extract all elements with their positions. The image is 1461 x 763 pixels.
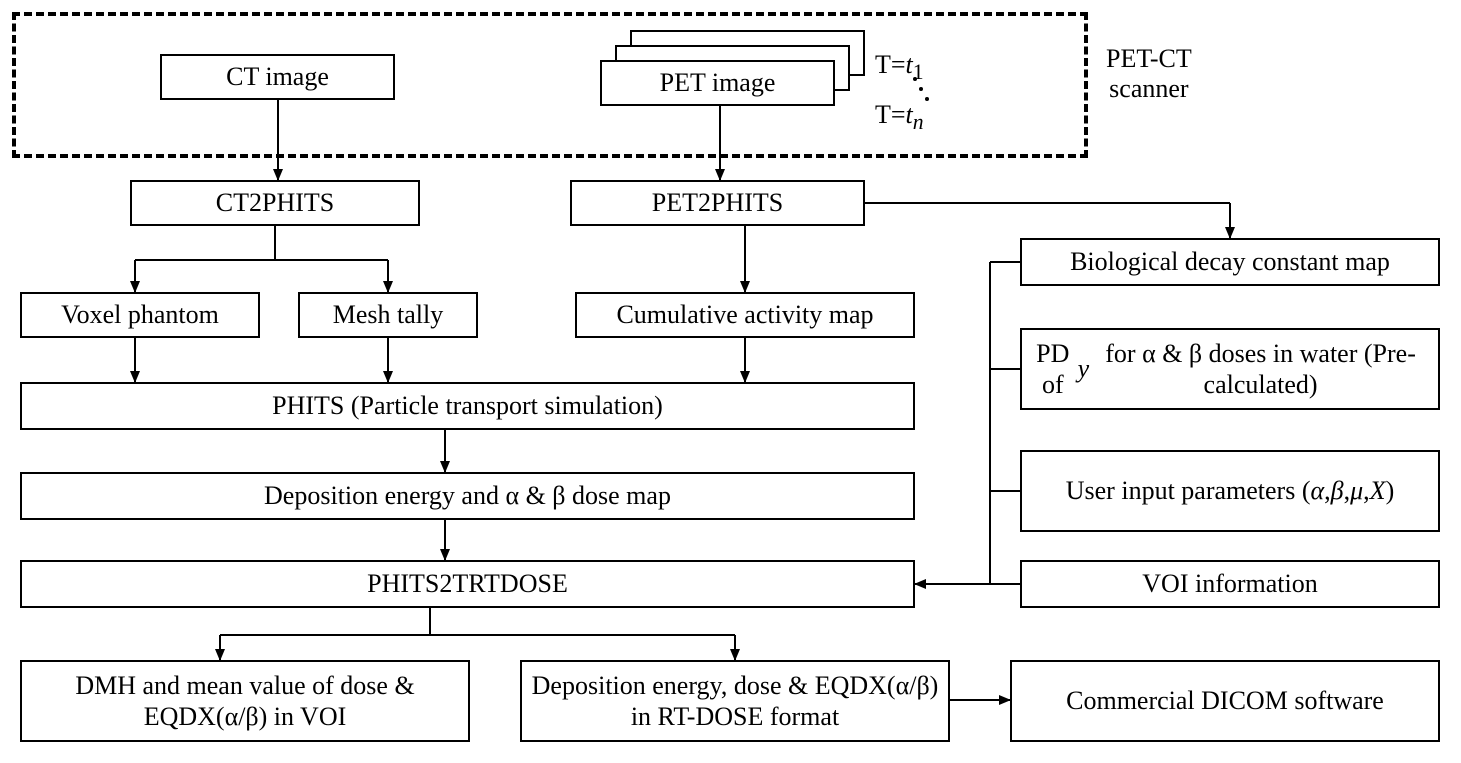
pet2phits-box: PET2PHITS [570,180,865,226]
user-params-box: User input parameters (α, β, μ, X) [1020,450,1440,532]
pet-image-box: PET image [600,60,835,106]
scanner-label: PET-CT scanner [1106,44,1192,104]
rt-dose-box: Deposition energy, dose & EQDX(α/β) in R… [520,660,950,742]
voi-info-box: VOI information [1020,560,1440,608]
ct2phits-box: CT2PHITS [130,180,420,226]
bio-decay-box: Biological decay constant map [1020,238,1440,286]
time-label-tn: T=tn [875,100,924,135]
cumulative-activity-box: Cumulative activity map [575,292,915,338]
pd-y-box: PD of y for α & β doses in water (Pre-ca… [1020,328,1440,410]
deposition-map-box: Deposition energy and α & β dose map [20,472,915,520]
dmh-box: DMH and mean value of dose & EQDX(α/β) i… [20,660,470,742]
phits2trtdose-box: PHITS2TRTDOSE [20,560,915,608]
phits-box: PHITS (Particle transport simulation) [20,382,915,430]
dicom-box: Commercial DICOM software [1010,660,1440,742]
voxel-phantom-box: Voxel phantom [20,292,260,338]
ct-image-box: CT image [160,54,395,100]
flowchart-canvas: PET-CT scanner CT image PET image CT2PHITS P… [0,0,1461,763]
time-label-t1: T=t1 [875,50,924,85]
mesh-tally-box: Mesh tally [298,292,478,338]
